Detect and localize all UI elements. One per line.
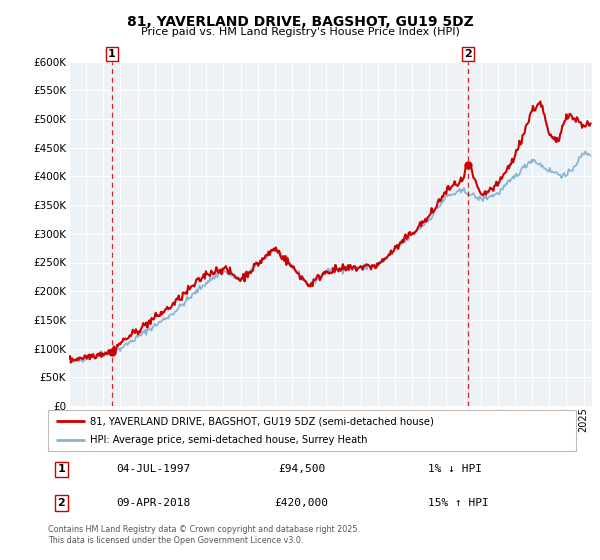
Text: 81, YAVERLAND DRIVE, BAGSHOT, GU19 5DZ: 81, YAVERLAND DRIVE, BAGSHOT, GU19 5DZ bbox=[127, 15, 473, 29]
Text: 2: 2 bbox=[464, 49, 472, 59]
Text: 09-APR-2018: 09-APR-2018 bbox=[116, 498, 191, 508]
Text: 15% ↑ HPI: 15% ↑ HPI bbox=[428, 498, 489, 508]
Text: Price paid vs. HM Land Registry's House Price Index (HPI): Price paid vs. HM Land Registry's House … bbox=[140, 27, 460, 37]
Text: 2: 2 bbox=[58, 498, 65, 508]
Text: 1: 1 bbox=[108, 49, 116, 59]
FancyBboxPatch shape bbox=[48, 410, 576, 451]
Text: £420,000: £420,000 bbox=[274, 498, 328, 508]
Text: 81, YAVERLAND DRIVE, BAGSHOT, GU19 5DZ (semi-detached house): 81, YAVERLAND DRIVE, BAGSHOT, GU19 5DZ (… bbox=[90, 417, 434, 426]
Text: 04-JUL-1997: 04-JUL-1997 bbox=[116, 464, 191, 474]
Text: £94,500: £94,500 bbox=[278, 464, 325, 474]
Text: 1% ↓ HPI: 1% ↓ HPI bbox=[428, 464, 482, 474]
Text: HPI: Average price, semi-detached house, Surrey Heath: HPI: Average price, semi-detached house,… bbox=[90, 435, 368, 445]
Text: 1: 1 bbox=[58, 464, 65, 474]
Text: Contains HM Land Registry data © Crown copyright and database right 2025.
This d: Contains HM Land Registry data © Crown c… bbox=[48, 525, 360, 545]
